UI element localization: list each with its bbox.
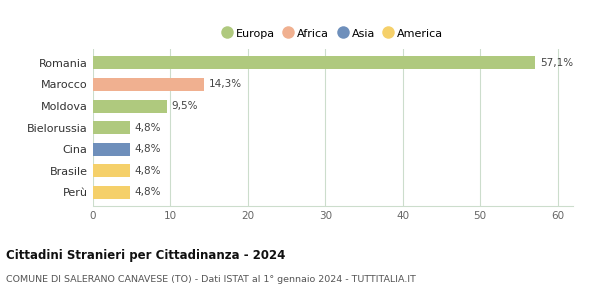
- Bar: [93, 143, 130, 156]
- Bar: [93, 78, 204, 91]
- Bar: [93, 99, 167, 113]
- Text: 9,5%: 9,5%: [171, 101, 197, 111]
- Text: 4,8%: 4,8%: [135, 187, 161, 197]
- Bar: [93, 186, 130, 199]
- Text: Cittadini Stranieri per Cittadinanza - 2024: Cittadini Stranieri per Cittadinanza - 2…: [6, 249, 286, 262]
- Bar: [93, 57, 535, 69]
- Text: 57,1%: 57,1%: [540, 58, 573, 68]
- Text: 4,8%: 4,8%: [135, 144, 161, 154]
- Text: 14,3%: 14,3%: [208, 79, 241, 89]
- Text: 4,8%: 4,8%: [135, 123, 161, 133]
- Text: COMUNE DI SALERANO CANAVESE (TO) - Dati ISTAT al 1° gennaio 2024 - TUTTITALIA.IT: COMUNE DI SALERANO CANAVESE (TO) - Dati …: [6, 276, 416, 284]
- Bar: [93, 121, 130, 134]
- Legend: Europa, Africa, Asia, America: Europa, Africa, Asia, America: [218, 23, 448, 43]
- Bar: [93, 164, 130, 177]
- Text: 4,8%: 4,8%: [135, 166, 161, 176]
